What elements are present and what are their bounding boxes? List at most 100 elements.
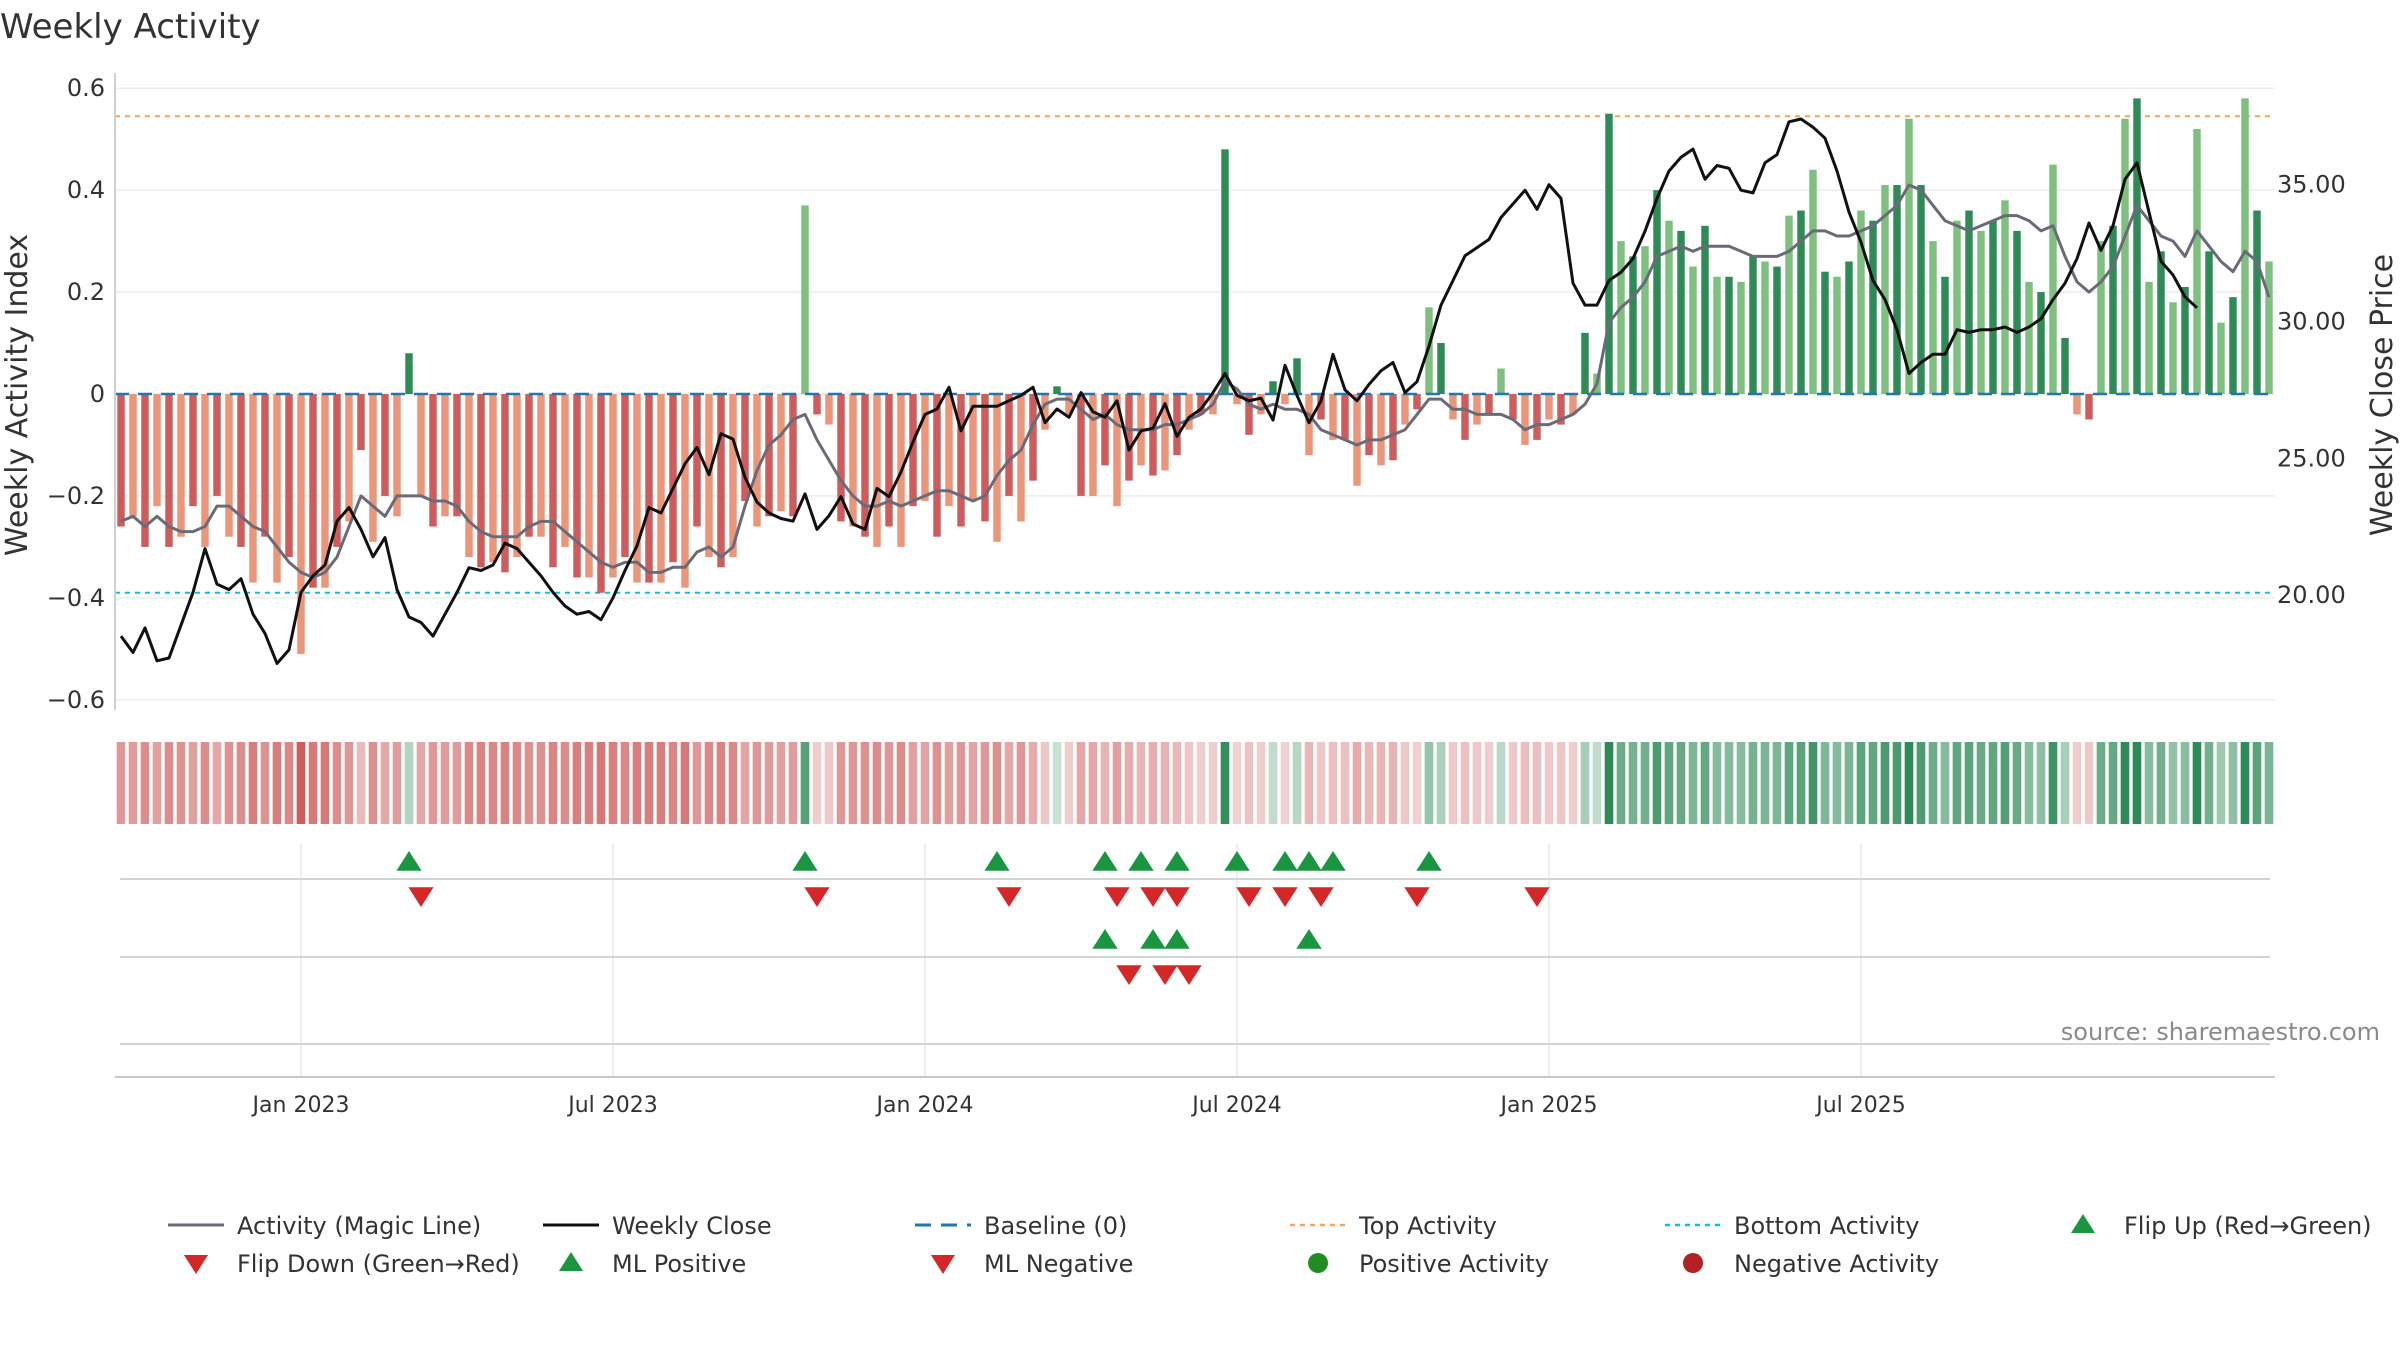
activity-bar bbox=[729, 394, 737, 558]
activity-bar bbox=[1617, 241, 1625, 394]
activity-bar bbox=[1713, 276, 1721, 394]
y-left-tick-label: 0 bbox=[90, 380, 105, 408]
activity-bar bbox=[405, 353, 413, 394]
ml-positive-marker bbox=[1140, 929, 1166, 949]
activity-strip-cell bbox=[164, 742, 174, 824]
activity-strip-cell bbox=[752, 742, 762, 824]
activity-bar bbox=[1053, 386, 1061, 394]
activity-bar bbox=[1881, 185, 1889, 394]
activity-strip-cell bbox=[1868, 742, 1878, 824]
legend-swatch-flipdown bbox=[184, 1255, 208, 1274]
activity-bar bbox=[1089, 394, 1097, 496]
x-date-tick-label: Jul 2024 bbox=[1190, 1093, 1282, 1118]
activity-strip-cell bbox=[212, 742, 222, 824]
flip-down-marker bbox=[996, 887, 1022, 907]
activity-strip-cell bbox=[1256, 742, 1266, 824]
activity-bar bbox=[1689, 266, 1697, 394]
activity-strip-cell bbox=[992, 742, 1002, 824]
activity-strip-cell bbox=[1244, 742, 1254, 824]
activity-strip-cell bbox=[1940, 742, 1950, 824]
activity-bar bbox=[1701, 225, 1709, 394]
activity-strip-cell bbox=[1340, 742, 1350, 824]
activity-strip-cell bbox=[2240, 742, 2250, 824]
activity-bar bbox=[2193, 128, 2201, 394]
activity-bar bbox=[237, 394, 245, 547]
activity-strip-cell bbox=[1664, 742, 1674, 824]
y-left-tick-label: 0.4 bbox=[67, 176, 105, 204]
activity-bar bbox=[789, 394, 797, 517]
activity-strip-cell bbox=[128, 742, 138, 824]
activity-strip-cell bbox=[2192, 742, 2202, 824]
activity-bar bbox=[2241, 98, 2249, 395]
activity-bar bbox=[1353, 394, 1361, 486]
legend-label: Flip Down (Green→Red) bbox=[237, 1250, 520, 1278]
activity-bar bbox=[1749, 256, 1757, 394]
activity-strip-cell bbox=[608, 742, 618, 824]
activity-strip-cell bbox=[1112, 742, 1122, 824]
activity-strip-cell bbox=[824, 742, 834, 824]
activity-bar bbox=[501, 394, 509, 573]
activity-bar bbox=[1809, 169, 1817, 394]
activity-strip-cell bbox=[1544, 742, 1554, 824]
activity-strip-cell bbox=[860, 742, 870, 824]
legend-label: Positive Activity bbox=[1359, 1250, 1549, 1278]
activity-strip-cell bbox=[1904, 742, 1914, 824]
y-axis-left-title: Weekly Activity Index bbox=[0, 234, 35, 556]
activity-bar bbox=[2253, 210, 2261, 394]
activity-strip-cell bbox=[2036, 742, 2046, 824]
activity-strip-cell bbox=[1148, 742, 1158, 824]
activity-bar bbox=[441, 394, 449, 517]
legend-label: Negative Activity bbox=[1734, 1250, 1939, 1278]
activity-bar bbox=[1533, 394, 1541, 440]
activity-bar bbox=[1317, 394, 1325, 420]
activity-bar bbox=[1449, 394, 1457, 420]
activity-strip-cell bbox=[428, 742, 438, 824]
flip-down-marker bbox=[1236, 887, 1262, 907]
activity-bar bbox=[1017, 394, 1025, 522]
activity-bar bbox=[573, 394, 581, 578]
flip-up-marker bbox=[1128, 851, 1154, 871]
y-right-tick-label: 35.00 bbox=[2277, 171, 2346, 199]
activity-strip-cell bbox=[284, 742, 294, 824]
activity-bar bbox=[1629, 256, 1637, 394]
legend-swatch-positive-activity bbox=[1308, 1253, 1328, 1273]
activity-strip-cell bbox=[416, 742, 426, 824]
activity-bar bbox=[1257, 394, 1265, 415]
flip-up-marker bbox=[1092, 851, 1118, 871]
activity-bar bbox=[201, 394, 209, 547]
activity-strip-cell bbox=[1076, 742, 1086, 824]
activity-bar bbox=[681, 394, 689, 588]
activity-strip-cell bbox=[200, 742, 210, 824]
activity-strip-cell bbox=[2024, 742, 2034, 824]
legend-swatch-mlneg bbox=[931, 1255, 955, 1274]
activity-strip-cell bbox=[1184, 742, 1194, 824]
activity-strip-cell bbox=[2000, 742, 2010, 824]
activity-bar bbox=[2265, 261, 2273, 394]
activity-strip-cell bbox=[2072, 742, 2082, 824]
activity-strip-cell bbox=[692, 742, 702, 824]
activity-strip-cell bbox=[884, 742, 894, 824]
activity-strip-cell bbox=[848, 742, 858, 824]
activity-bar bbox=[429, 394, 437, 527]
activity-strip-cell bbox=[800, 742, 810, 824]
activity-bar bbox=[1545, 394, 1553, 420]
activity-bar bbox=[2001, 200, 2009, 394]
activity-bar bbox=[873, 394, 881, 547]
activity-bar bbox=[909, 394, 917, 507]
activity-strip-cell bbox=[1892, 742, 1902, 824]
y-right-tick-label: 25.00 bbox=[2277, 444, 2346, 472]
activity-strip-cell bbox=[464, 742, 474, 824]
activity-strip-cell bbox=[1496, 742, 1506, 824]
activity-strip-cell bbox=[1280, 742, 1290, 824]
activity-strip-cell bbox=[1556, 742, 1566, 824]
activity-strip-cell bbox=[1484, 742, 1494, 824]
activity-bar bbox=[2061, 337, 2069, 394]
activity-strip-cell bbox=[272, 742, 282, 824]
activity-strip-cell bbox=[1568, 742, 1578, 824]
activity-strip-cell bbox=[1748, 742, 1758, 824]
activity-bar bbox=[1941, 276, 1949, 394]
activity-strip-cell bbox=[632, 742, 642, 824]
activity-bar bbox=[921, 394, 929, 502]
activity-bar bbox=[1581, 332, 1589, 394]
